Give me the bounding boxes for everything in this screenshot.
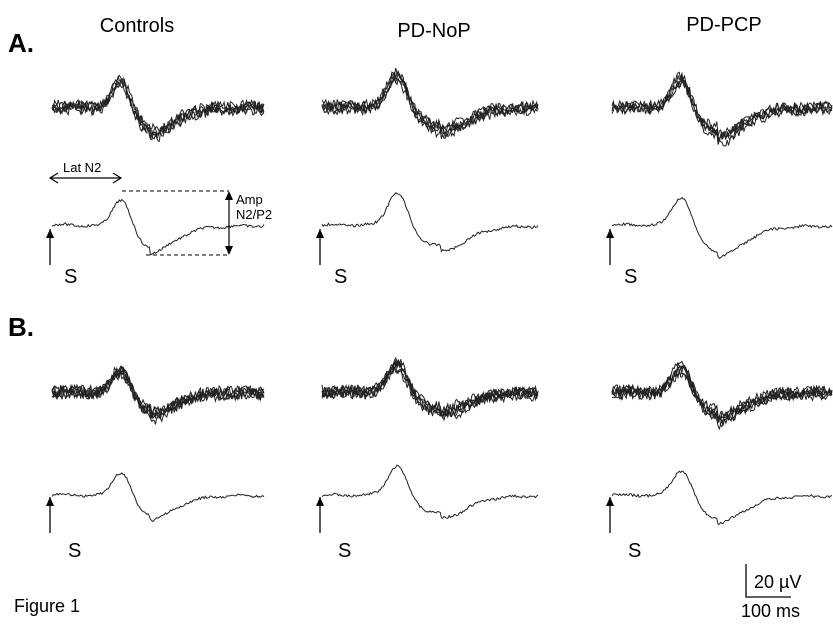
up-arrow-icon bbox=[46, 497, 54, 506]
overlay-trace-a-pd-nop bbox=[321, 70, 539, 140]
stimulus-label-a-controls: S bbox=[64, 266, 77, 288]
overlay-trace-b-pd-pcp bbox=[611, 365, 833, 431]
overlay-trace-a-controls bbox=[51, 76, 265, 136]
overlay-trace-b-controls bbox=[51, 364, 265, 417]
stimulus-label-b-pd-pcp: S bbox=[628, 540, 641, 562]
panel-label-a: A. bbox=[8, 28, 34, 58]
stimulus-label-b-pd-nop: S bbox=[338, 540, 351, 562]
stimulus-markers: S S S S S S bbox=[46, 229, 641, 562]
stimulus-label-a-pd-nop: S bbox=[334, 266, 347, 288]
amplitude-arrowhead-down-icon bbox=[225, 246, 233, 255]
stimulus-label-a-pd-pcp: S bbox=[624, 266, 637, 288]
latency-label: Lat N2 bbox=[63, 160, 101, 175]
overlay-trace-a-pd-nop bbox=[321, 67, 539, 140]
up-arrow-icon bbox=[46, 229, 54, 238]
overlay-trace-b-controls bbox=[51, 368, 265, 420]
up-arrow-icon bbox=[606, 497, 614, 506]
column-title-pd-pcp: PD-PCP bbox=[686, 14, 762, 36]
up-arrow-icon bbox=[606, 229, 614, 238]
overlay-trace-b-controls bbox=[51, 365, 265, 423]
latency-arrowhead-left-icon bbox=[48, 172, 59, 184]
scale-bar-lines bbox=[745, 564, 791, 598]
figure-caption: Figure 1 bbox=[14, 596, 80, 616]
scale-bar-amplitude-label: 20 µV bbox=[754, 572, 801, 592]
amplitude-label-line2: N2/P2 bbox=[236, 207, 272, 222]
up-arrow-icon bbox=[316, 229, 324, 238]
scale-bar-time-label: 100 ms bbox=[741, 601, 800, 621]
average-trace-b-pd-pcp bbox=[611, 470, 833, 526]
average-trace-a-pd-nop bbox=[321, 192, 539, 253]
column-title-controls: Controls bbox=[100, 15, 174, 37]
overlay-trace-a-pd-pcp bbox=[611, 71, 833, 147]
stimulus-label-b-controls: S bbox=[68, 540, 81, 562]
eeg-traces bbox=[51, 67, 833, 526]
overlay-trace-a-controls bbox=[51, 74, 265, 143]
latency-annotation: Lat N2 bbox=[48, 160, 123, 184]
average-trace-a-pd-pcp bbox=[611, 196, 833, 260]
amplitude-arrowhead-up-icon bbox=[225, 191, 233, 200]
up-arrow-icon bbox=[316, 497, 324, 506]
overlay-trace-b-pd-nop bbox=[321, 360, 539, 417]
panel-label-b: B. bbox=[8, 312, 34, 342]
amplitude-label-line1: Amp bbox=[236, 192, 263, 207]
latency-arrowhead-right-icon bbox=[112, 172, 123, 184]
amplitude-annotation: Amp N2/P2 bbox=[122, 190, 272, 256]
overlay-trace-b-pd-nop bbox=[321, 359, 539, 420]
average-trace-b-pd-nop bbox=[321, 464, 539, 519]
scale-bar: 20 µV 100 ms bbox=[741, 564, 801, 621]
overlay-trace-b-controls bbox=[51, 366, 265, 425]
overlay-trace-a-pd-pcp bbox=[611, 71, 833, 141]
column-title-pd-nop: PD-NoP bbox=[397, 20, 470, 42]
average-trace-b-controls bbox=[51, 472, 265, 523]
